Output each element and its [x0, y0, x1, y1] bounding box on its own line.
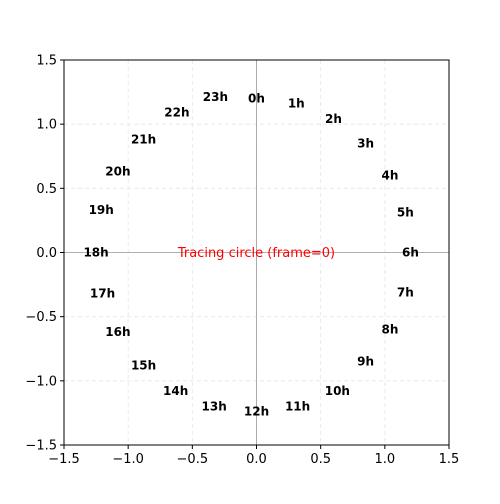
- hour-label: 22h: [164, 106, 189, 120]
- y-tick-label: 1.5: [36, 54, 57, 69]
- hour-label: 2h: [325, 112, 342, 126]
- y-tick-label: 0.5: [36, 182, 57, 197]
- hour-label: 6h: [402, 246, 419, 260]
- y-tick-label: 1.0: [36, 118, 57, 133]
- hour-label: 15h: [131, 358, 156, 372]
- hour-label: 19h: [89, 203, 114, 217]
- x-tick-label: −0.5: [177, 452, 209, 467]
- hour-label: 11h: [285, 400, 310, 414]
- hour-label: 0h: [248, 92, 265, 106]
- hour-label: 9h: [357, 355, 374, 369]
- x-tick-label: 0.0: [246, 452, 267, 467]
- x-tick-label: 1.5: [439, 452, 460, 467]
- hour-label: 12h: [244, 405, 269, 419]
- x-tick-label: −1.5: [48, 452, 80, 467]
- hour-label: 23h: [203, 90, 228, 104]
- hour-label: 10h: [325, 384, 350, 398]
- hour-label: 18h: [83, 246, 108, 260]
- hour-label: 21h: [131, 133, 156, 147]
- hour-label: 16h: [105, 325, 130, 339]
- y-tick-label: 0.0: [36, 246, 57, 261]
- y-tick-label: −0.5: [25, 310, 57, 325]
- hour-label: 5h: [397, 206, 414, 220]
- hour-label: 17h: [90, 287, 115, 301]
- hour-label: 1h: [288, 97, 305, 111]
- x-tick-label: −1.0: [112, 452, 144, 467]
- x-tick-label: 0.5: [310, 452, 331, 467]
- hour-label: 14h: [163, 384, 188, 398]
- hour-label: 4h: [382, 169, 399, 183]
- hour-label: 20h: [105, 165, 130, 179]
- x-tick-label: 1.0: [374, 452, 395, 467]
- y-tick-label: −1.5: [25, 439, 57, 454]
- hour-label: 13h: [202, 400, 227, 414]
- hour-label: 3h: [357, 136, 374, 150]
- y-tick-label: −1.0: [25, 374, 57, 389]
- hour-label: 7h: [397, 285, 414, 299]
- center-title-label: Tracing circle (frame=0): [177, 246, 335, 261]
- hour-label: 8h: [382, 323, 399, 337]
